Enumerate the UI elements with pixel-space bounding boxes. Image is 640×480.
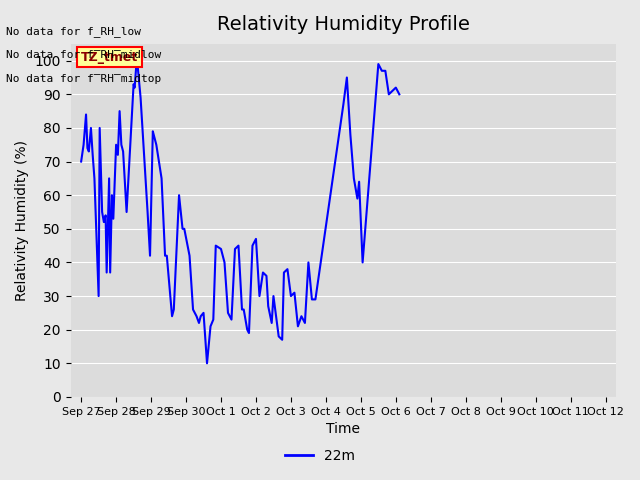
Legend: 22m: 22m xyxy=(280,443,360,468)
Text: TZ_tmet: TZ_tmet xyxy=(81,51,138,64)
Text: No data for f̅RH̅midlow: No data for f̅RH̅midlow xyxy=(6,49,162,60)
Title: Relativity Humidity Profile: Relativity Humidity Profile xyxy=(217,15,470,34)
Y-axis label: Relativity Humidity (%): Relativity Humidity (%) xyxy=(15,140,29,301)
Text: No data for f_RH_low: No data for f_RH_low xyxy=(6,25,141,36)
X-axis label: Time: Time xyxy=(326,422,360,436)
Text: No data for f̅RH̅midtop: No data for f̅RH̅midtop xyxy=(6,73,162,84)
